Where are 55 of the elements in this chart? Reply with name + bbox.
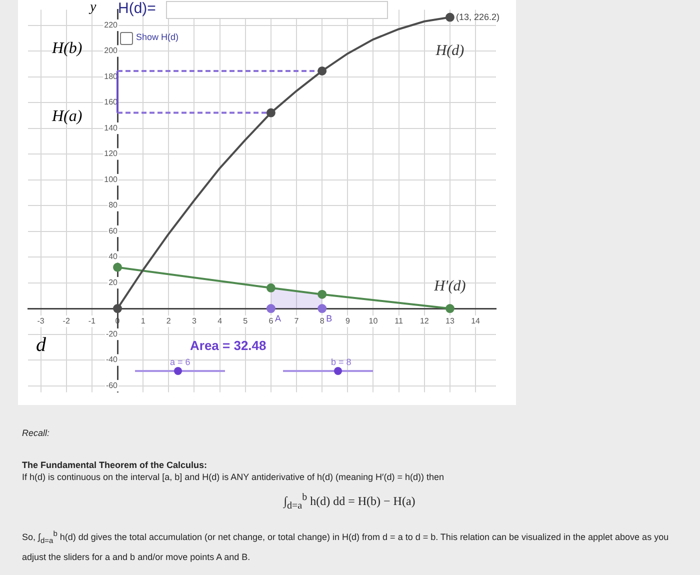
y-tick-label: 200 [104, 46, 118, 56]
point [266, 283, 276, 292]
y-axis-title: y [90, 0, 96, 16]
x-tick-label: -2 [62, 316, 70, 326]
annotation: B [326, 313, 332, 324]
y-tick-label: 20 [108, 278, 118, 287]
series-label: H(d) [434, 43, 464, 60]
annotation: H(a) [52, 108, 82, 126]
annotation: b = 8 [331, 357, 352, 367]
x-tick-label: 12 [420, 316, 430, 326]
annotation: Show H(d) [136, 32, 179, 42]
x-tick-label: 1 [140, 316, 146, 326]
x-tick-label: 6 [268, 316, 274, 326]
y-tick-label: 60 [108, 226, 118, 236]
x-tick-label: 9 [345, 316, 350, 326]
x-tick-label: 8 [320, 316, 325, 326]
text: ∫$_{d=a}$$^{b}$ h(d) dd = H(b) − H(a) [282, 492, 416, 512]
y-tick-label: 140 [104, 123, 118, 132]
y-tick-label: -40 [106, 355, 118, 364]
annotation: (13, 226.2) [456, 12, 500, 22]
y-tick-label: 220 [104, 20, 118, 30]
x-tick-label: 2 [166, 316, 172, 326]
x-tick-label: 7 [294, 316, 300, 326]
annotation: H(d)= [118, 0, 156, 17]
x-tick-label: 4 [218, 316, 223, 326]
x-tick-label: 13 [446, 316, 455, 326]
point [445, 304, 454, 314]
annotation: H(b) [52, 40, 82, 58]
text: The Fundamental Theorem of the Calculus: [22, 460, 208, 470]
text: So, ∫$_{d=a}$$^{b}$ h(d) dd gives the total accumulation (or net change, or total change) in H(d) from d = a to d = b. This relation can be visualized in the applet above as you adjust the sliders for a and b and/or move points A and B. [22, 528, 670, 564]
series-label: H′(d) [433, 278, 466, 294]
annotation: Area = 32.48 [190, 338, 266, 353]
point [318, 304, 327, 314]
point [318, 290, 327, 299]
annotation: A [274, 313, 281, 324]
text: If h(d) is continuous on the interval [a, b] and H(d) is ANY antiderivative of h(d) (meaning H′(d) = h(d)) then [22, 472, 445, 482]
point [266, 304, 276, 314]
x-tick-label: 3 [192, 316, 198, 326]
text: Recall: [22, 428, 51, 438]
x-tick-label: -3 [37, 316, 45, 326]
x-tick-label: 11 [394, 316, 404, 326]
x-tick-label: 10 [368, 316, 378, 326]
y-tick-label: 40 [108, 252, 118, 262]
annotation: a = 6 [170, 357, 190, 367]
point [113, 304, 122, 314]
point [113, 262, 122, 272]
y-tick-label: -60 [106, 380, 118, 390]
y-tick-label: 120 [104, 149, 118, 158]
x-axis-title: d [36, 334, 46, 357]
y-tick-label: 80 [108, 200, 118, 210]
x-tick-label: -1 [88, 316, 96, 326]
y-tick-label: -20 [106, 329, 118, 338]
x-tick-label: 5 [243, 316, 248, 326]
x-tick-label: 14 [471, 316, 481, 326]
y-tick-label: 100 [104, 174, 118, 184]
